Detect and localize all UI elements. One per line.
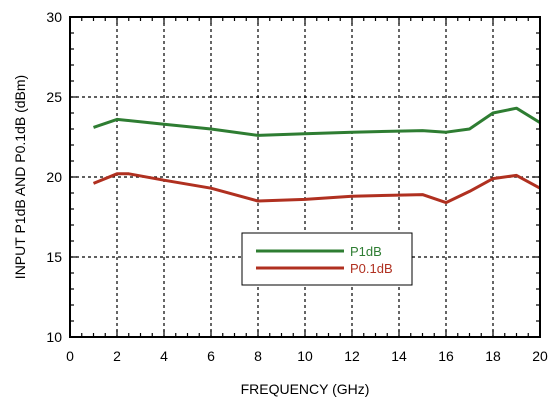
x-tick-label: 16 [438,348,454,364]
x-tick-label: 6 [207,348,215,364]
y-tick-label: 20 [46,169,62,185]
legend-label-p01db: P0.1dB [350,261,393,276]
x-tick-label: 12 [344,348,360,364]
y-axis-label: INPUT P1dB AND P0.1dB (dBm) [12,75,28,279]
series-line-p1db [93,106,541,137]
x-tick-label: 8 [254,348,262,364]
y-tick-label: 25 [46,89,62,105]
x-tick-labels: 0 2 4 6 8 10 12 14 16 18 20 [66,348,548,364]
legend-box [241,232,413,286]
tick-marks [69,16,541,338]
series-lines [92,106,541,205]
y-tick-labels: 10 15 20 25 30 [46,9,62,345]
y-tick-label: 15 [46,249,62,265]
legend: P1dB P0.1dB [241,232,413,286]
legend-label-p1db: P1dB [350,244,382,259]
x-tick-label: 18 [485,348,501,364]
y-tick-label: 10 [46,329,62,345]
series-line-p01db [92,172,541,205]
x-axis-label: FREQUENCY (GHz) [241,381,370,397]
x-tick-label: 4 [160,348,168,364]
x-tick-label: 20 [532,348,548,364]
x-tick-label: 14 [391,348,407,364]
x-tick-label: 2 [113,348,121,364]
x-tick-label: 0 [66,348,74,364]
x-tick-label: 10 [297,348,313,364]
y-tick-label: 30 [46,9,62,25]
